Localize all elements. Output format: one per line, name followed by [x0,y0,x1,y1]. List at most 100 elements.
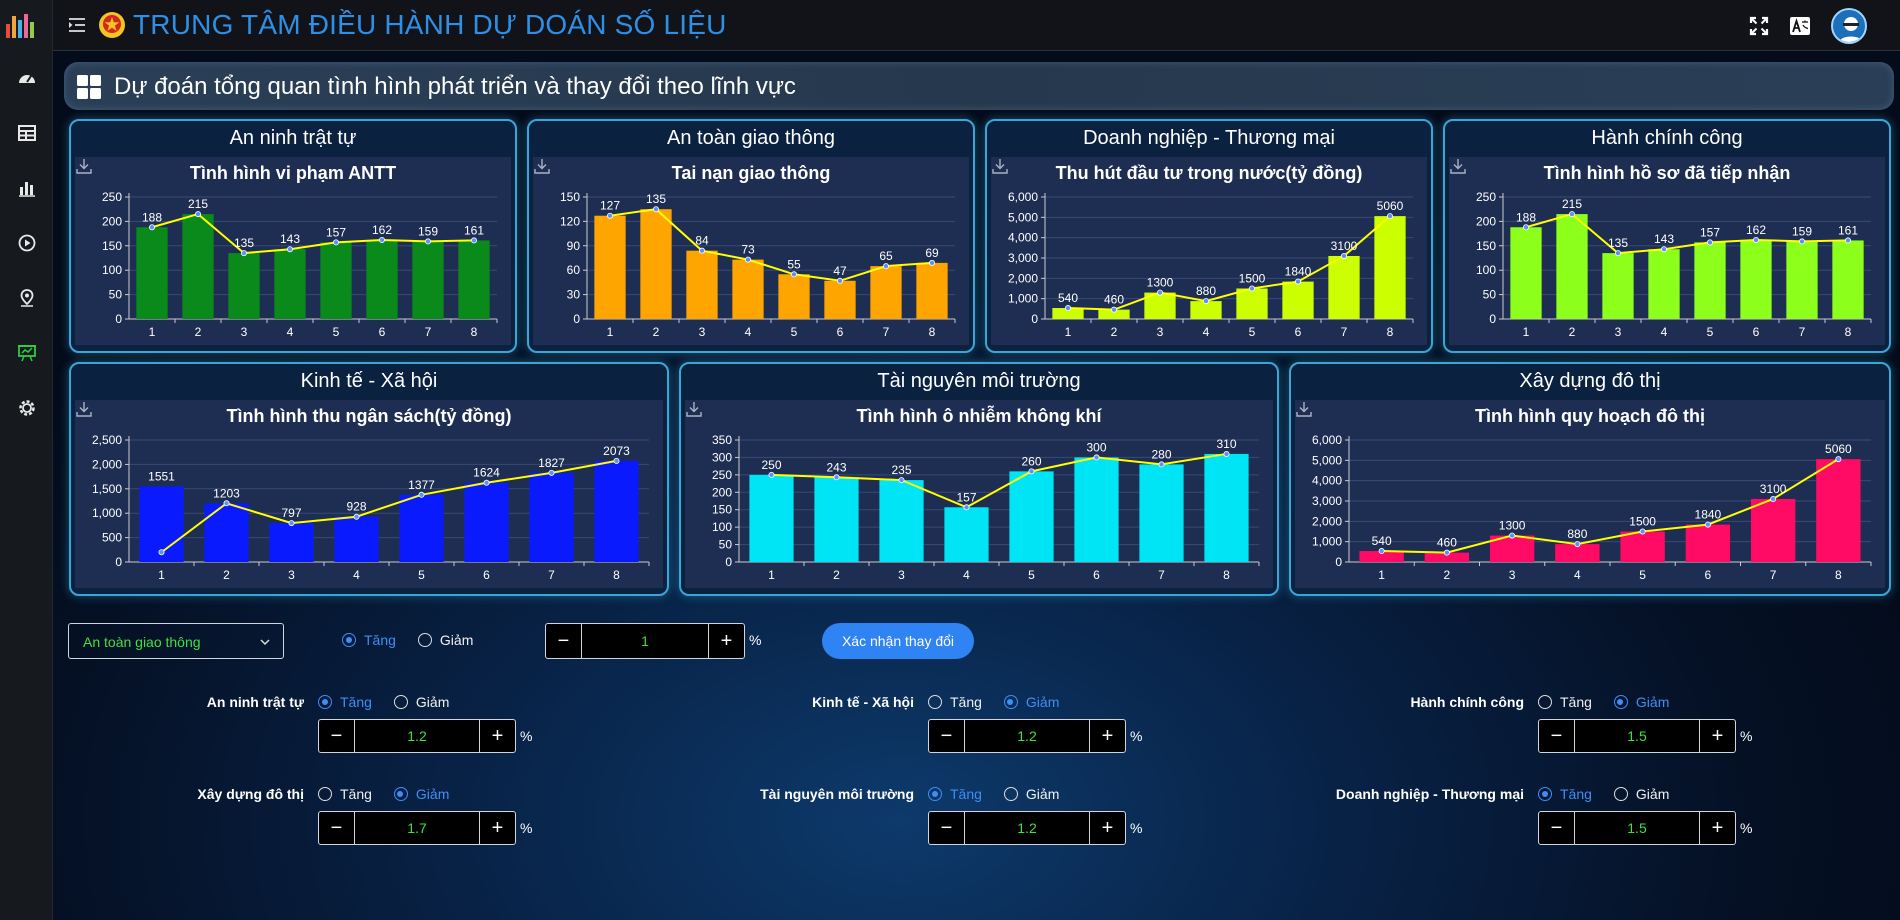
download-icon[interactable] [991,157,1009,175]
data-label: 280 [1151,447,1171,461]
map-pin-icon[interactable] [16,287,38,309]
percent-value-input[interactable]: 1.7 [407,820,427,836]
percent-value-input[interactable]: 1.2 [407,728,427,744]
data-label: 157 [326,225,346,239]
top-bar: TRUNG TÂM ĐIỀU HÀNH DỰ DOÁN SỐ LIỆU [53,0,1900,51]
radio-decrease[interactable]: Giảm [393,694,449,710]
settings-gear-icon[interactable] [16,397,38,419]
bar [640,209,672,319]
decrement-button[interactable]: − [319,812,355,844]
radio-increase[interactable]: Tăng [318,694,372,710]
decrement-button[interactable]: − [929,812,965,844]
download-icon[interactable] [75,400,93,418]
download-icon[interactable] [533,157,551,175]
increment-button[interactable]: + [1089,720,1125,752]
percent-value-input[interactable]: 1.5 [1627,820,1647,836]
radio-decrease[interactable]: Giảm [1003,786,1059,802]
data-label: 73 [741,243,755,257]
chart-title: Tình hình thu ngân sách(tỷ đồng) [226,406,512,426]
x-tick-label: 5 [791,325,798,339]
increment-button[interactable]: + [479,812,515,844]
increment-button[interactable]: + [479,720,515,752]
radio-decrease[interactable]: Giảm [417,632,473,648]
fullscreen-icon[interactable] [1747,14,1771,38]
radio-increase[interactable]: Tăng [342,632,396,648]
x-tick-label: 3 [1615,325,1622,339]
app-logo-icon[interactable] [4,10,36,40]
radio-increase[interactable]: Tăng [1538,786,1592,802]
percent-value-input[interactable]: 1.2 [1017,728,1037,744]
radio-increase[interactable]: Tăng [318,786,372,802]
table-grid-icon[interactable] [16,122,38,144]
increment-button[interactable]: + [708,624,744,658]
trend-point [1639,528,1646,535]
decrement-button[interactable]: − [929,720,965,752]
national-emblem-icon [99,12,125,38]
download-icon[interactable] [75,157,93,175]
y-tick-label: 6,000 [1008,190,1038,204]
menu-collapse-icon[interactable] [67,16,87,34]
translate-icon[interactable] [1788,14,1812,38]
y-tick-label: 200 [712,485,732,499]
radio-decrease[interactable]: Giảm [1613,694,1669,710]
percent-value-input[interactable]: 1.5 [1627,728,1647,744]
percent-value-input[interactable]: 1.2 [1017,820,1037,836]
decrement-button[interactable]: − [1539,812,1575,844]
bar [1510,227,1542,319]
trend-point [1028,468,1035,475]
radio-dot[interactable] [1538,695,1552,709]
radio-dot[interactable] [318,787,332,801]
radio-dot[interactable] [393,695,408,709]
y-tick-label: 6,000 [1312,433,1342,447]
bar [594,460,639,562]
radio-dot[interactable] [393,787,408,801]
radio-dot[interactable] [417,633,432,647]
bar [824,280,856,319]
radio-dot[interactable] [1003,787,1018,801]
percent-value-input[interactable]: 1 [641,633,649,649]
radio-decrease[interactable]: Giảm [1613,786,1669,802]
decrement-button[interactable]: − [546,624,582,658]
radio-dot[interactable] [1613,695,1628,709]
increment-button[interactable]: + [1699,720,1735,752]
bar-chart-svg: 0 50 100 150 200 250 1 2 3 4 5 6 7 8 188 215 135 143 157 16… [1476,190,1872,339]
radio-increase[interactable]: Tăng [1538,694,1592,710]
download-icon[interactable] [1449,157,1467,175]
radio-increase[interactable]: Tăng [928,786,982,802]
radio-label: Tăng [950,694,982,710]
radio-dot[interactable] [342,633,356,647]
y-tick-label: 2,000 [1312,514,1342,528]
radio-dot[interactable] [1003,695,1018,709]
radio-dot[interactable] [1613,787,1628,801]
radio-dot[interactable] [1538,787,1552,801]
presentation-board-icon[interactable] [16,342,38,364]
data-label: 540 [1058,291,1078,305]
play-circle-icon[interactable] [16,232,38,254]
data-label: 162 [372,223,392,237]
radio-decrease[interactable]: Giảm [1003,694,1059,710]
data-label: 1300 [1499,519,1526,533]
decrement-button[interactable]: − [1539,720,1575,752]
card-tai-nguyen-moi-truong: Tài nguyên môi trường Tình hình ô nhiễm … [679,362,1279,596]
trend-point [1443,549,1450,556]
radio-dot[interactable] [318,695,332,709]
radio-decrease[interactable]: Giảm [393,786,449,802]
field-select[interactable]: An toàn giao thông [68,623,284,659]
increment-button[interactable]: + [1089,812,1125,844]
increment-button[interactable]: + [1699,812,1735,844]
download-icon[interactable] [685,400,703,418]
confirm-change-button[interactable]: Xác nhận thay đổi [822,623,974,659]
bar-chart-icon[interactable] [16,177,38,199]
bar [1009,471,1054,562]
decrement-button[interactable]: − [319,720,355,752]
user-avatar[interactable] [1831,8,1867,44]
download-icon[interactable] [1295,400,1313,418]
dashboard-gauge-icon[interactable] [16,68,38,90]
radio-increase[interactable]: Tăng [928,694,982,710]
radio-dot[interactable] [928,787,942,801]
y-tick-label: 0 [1335,555,1342,569]
chart-title: Tình hình ô nhiễm không khí [856,406,1102,426]
radio-dot[interactable] [928,695,942,709]
y-tick-label: 150 [1476,239,1496,253]
card-title: An toàn giao thông [667,127,835,149]
